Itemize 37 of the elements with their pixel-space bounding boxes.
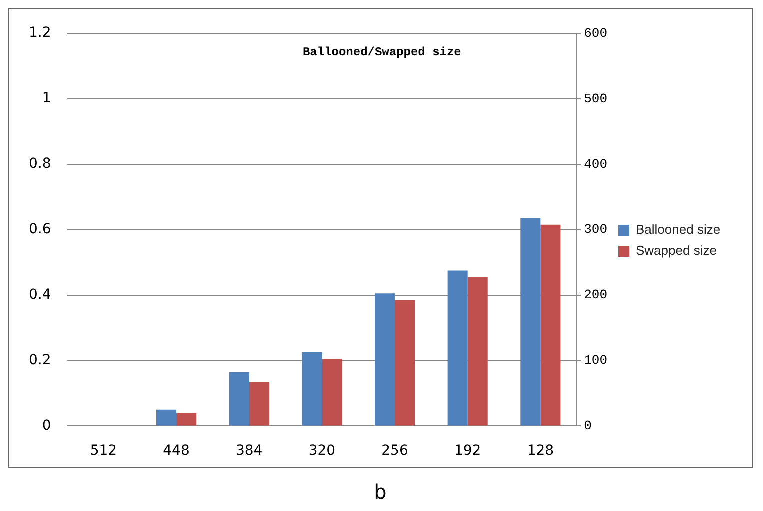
y-tick-label: 0.2: [29, 352, 52, 368]
y2-tick-label: 600: [584, 26, 608, 41]
bar: [395, 300, 416, 426]
text: Ballooned/Swapped size: [302, 45, 462, 60]
bar: [249, 382, 270, 426]
bar: [156, 410, 177, 426]
bar: [448, 270, 468, 426]
x-tick-label: 192: [454, 443, 482, 460]
y2-tick-label: 200: [584, 288, 608, 303]
y2-tick-label: 0: [584, 418, 592, 434]
legend-label: Swapped size: [636, 243, 717, 258]
bar: [468, 277, 488, 426]
legend-label: Ballooned size: [636, 222, 721, 238]
x-tick-label: 448: [163, 443, 190, 460]
bar: [229, 372, 250, 426]
y-tick-label: 0: [42, 418, 52, 434]
y-tick-label: 0.8: [29, 156, 52, 172]
x-tick-label: 512: [90, 443, 118, 460]
x-tick-label: 320: [308, 443, 336, 460]
y2-tick-label: 300: [584, 222, 608, 238]
y2-tick-label: 100: [584, 353, 608, 368]
text: b: [373, 480, 388, 504]
y-tick-label: 1: [42, 90, 52, 107]
y2-tick-label: 400: [584, 156, 608, 172]
x-tick-label: 256: [382, 443, 408, 460]
y-tick-label: 0.4: [29, 286, 52, 303]
y-tick-label: 1.2: [29, 25, 52, 42]
bar: [302, 352, 322, 426]
bar: [520, 218, 541, 426]
x-tick-label: 384: [236, 443, 263, 460]
bar: [322, 359, 342, 426]
bar: [374, 294, 396, 426]
x-tick-label: 128: [527, 443, 554, 460]
y-tick-label: 0.6: [29, 221, 52, 238]
bar: [176, 413, 197, 426]
y2-tick-label: 500: [584, 91, 608, 106]
bar: [540, 224, 561, 426]
